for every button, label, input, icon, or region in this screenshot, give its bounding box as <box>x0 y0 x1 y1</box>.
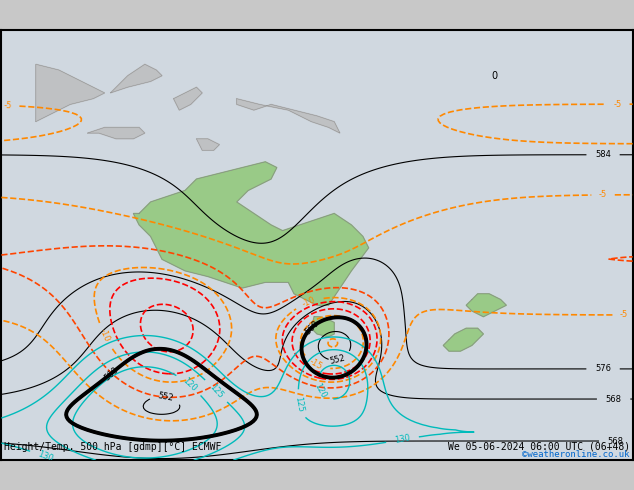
Text: 120: 120 <box>313 382 328 400</box>
Text: -5: -5 <box>620 311 628 319</box>
Text: 552: 552 <box>157 391 174 403</box>
Text: Height/Temp. 500 hPa [gdmp][°C] ECMWF: Height/Temp. 500 hPa [gdmp][°C] ECMWF <box>4 441 222 452</box>
Text: 576: 576 <box>595 365 611 373</box>
Text: 560: 560 <box>102 365 120 382</box>
Text: ©weatheronline.co.uk: ©weatheronline.co.uk <box>522 450 630 459</box>
Text: We 05-06-2024 06:00 UTC (06+48): We 05-06-2024 06:00 UTC (06+48) <box>448 441 630 452</box>
Polygon shape <box>466 294 507 317</box>
Text: 584: 584 <box>595 150 611 159</box>
Text: 568: 568 <box>605 394 621 404</box>
Text: 130: 130 <box>37 449 55 464</box>
Text: 0: 0 <box>492 71 498 81</box>
Text: -5: -5 <box>3 101 12 110</box>
Text: 125: 125 <box>207 382 225 400</box>
Polygon shape <box>443 328 483 351</box>
Polygon shape <box>174 87 202 110</box>
Text: 560: 560 <box>303 318 321 336</box>
Polygon shape <box>36 64 105 122</box>
Text: 130: 130 <box>394 434 411 445</box>
Polygon shape <box>87 127 145 139</box>
Polygon shape <box>197 139 219 150</box>
Polygon shape <box>110 64 162 93</box>
Text: -10: -10 <box>98 327 112 343</box>
Polygon shape <box>311 317 334 337</box>
Polygon shape <box>236 98 340 133</box>
Text: -10: -10 <box>301 295 317 309</box>
Text: -15: -15 <box>308 357 324 372</box>
Polygon shape <box>133 162 368 305</box>
Text: 552: 552 <box>328 354 346 366</box>
Text: 568: 568 <box>608 437 624 445</box>
Text: 120: 120 <box>181 376 198 393</box>
Text: -5: -5 <box>614 99 622 109</box>
Text: 125: 125 <box>294 395 305 413</box>
Text: -5: -5 <box>599 191 607 199</box>
